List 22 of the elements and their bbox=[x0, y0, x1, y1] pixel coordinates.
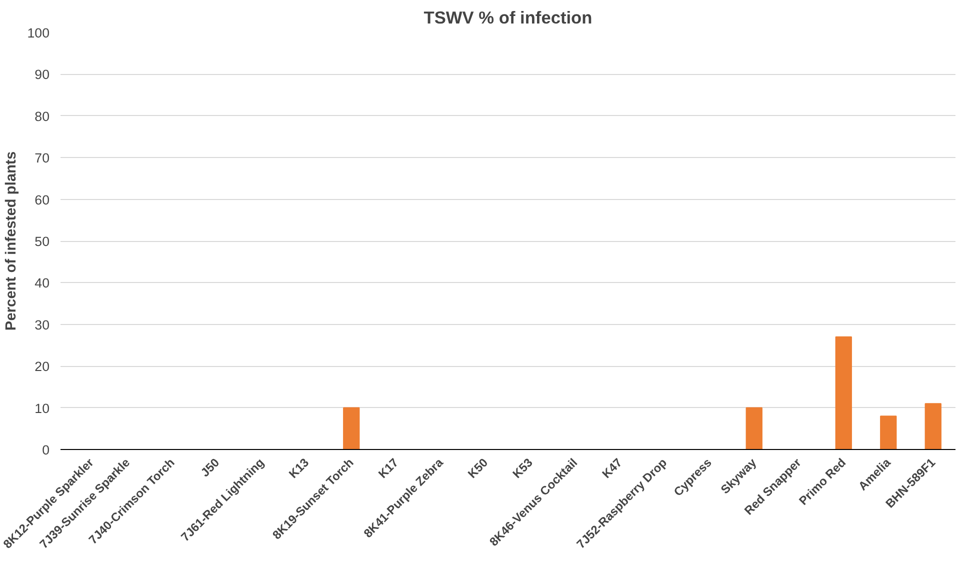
y-tick-label: 30 bbox=[34, 317, 50, 332]
bar bbox=[746, 407, 762, 450]
x-tick-label: K53 bbox=[510, 455, 536, 482]
y-axis-title: Percent of infested plants bbox=[3, 151, 20, 331]
y-tick-label: 60 bbox=[34, 192, 50, 208]
y-tick-label: 0 bbox=[42, 442, 50, 458]
y-tick-label: 10 bbox=[34, 400, 50, 416]
y-tick-label: 90 bbox=[34, 67, 50, 82]
x-tick-label: J50 bbox=[198, 455, 222, 480]
y-tick-label: 100 bbox=[27, 26, 50, 40]
x-tick-label: K13 bbox=[286, 455, 312, 482]
bar bbox=[343, 407, 360, 450]
bar bbox=[924, 403, 942, 450]
x-tick-label: K50 bbox=[465, 455, 491, 482]
bar bbox=[835, 336, 852, 450]
chart-title: TSWV % of infection bbox=[424, 8, 592, 28]
y-tick-label: 40 bbox=[34, 276, 50, 291]
y-tick-label: 80 bbox=[34, 108, 50, 124]
y-tick-label: 70 bbox=[34, 150, 50, 166]
y-tick-label: 50 bbox=[34, 234, 50, 249]
bar bbox=[880, 416, 897, 450]
y-tick-label: 20 bbox=[34, 359, 50, 374]
